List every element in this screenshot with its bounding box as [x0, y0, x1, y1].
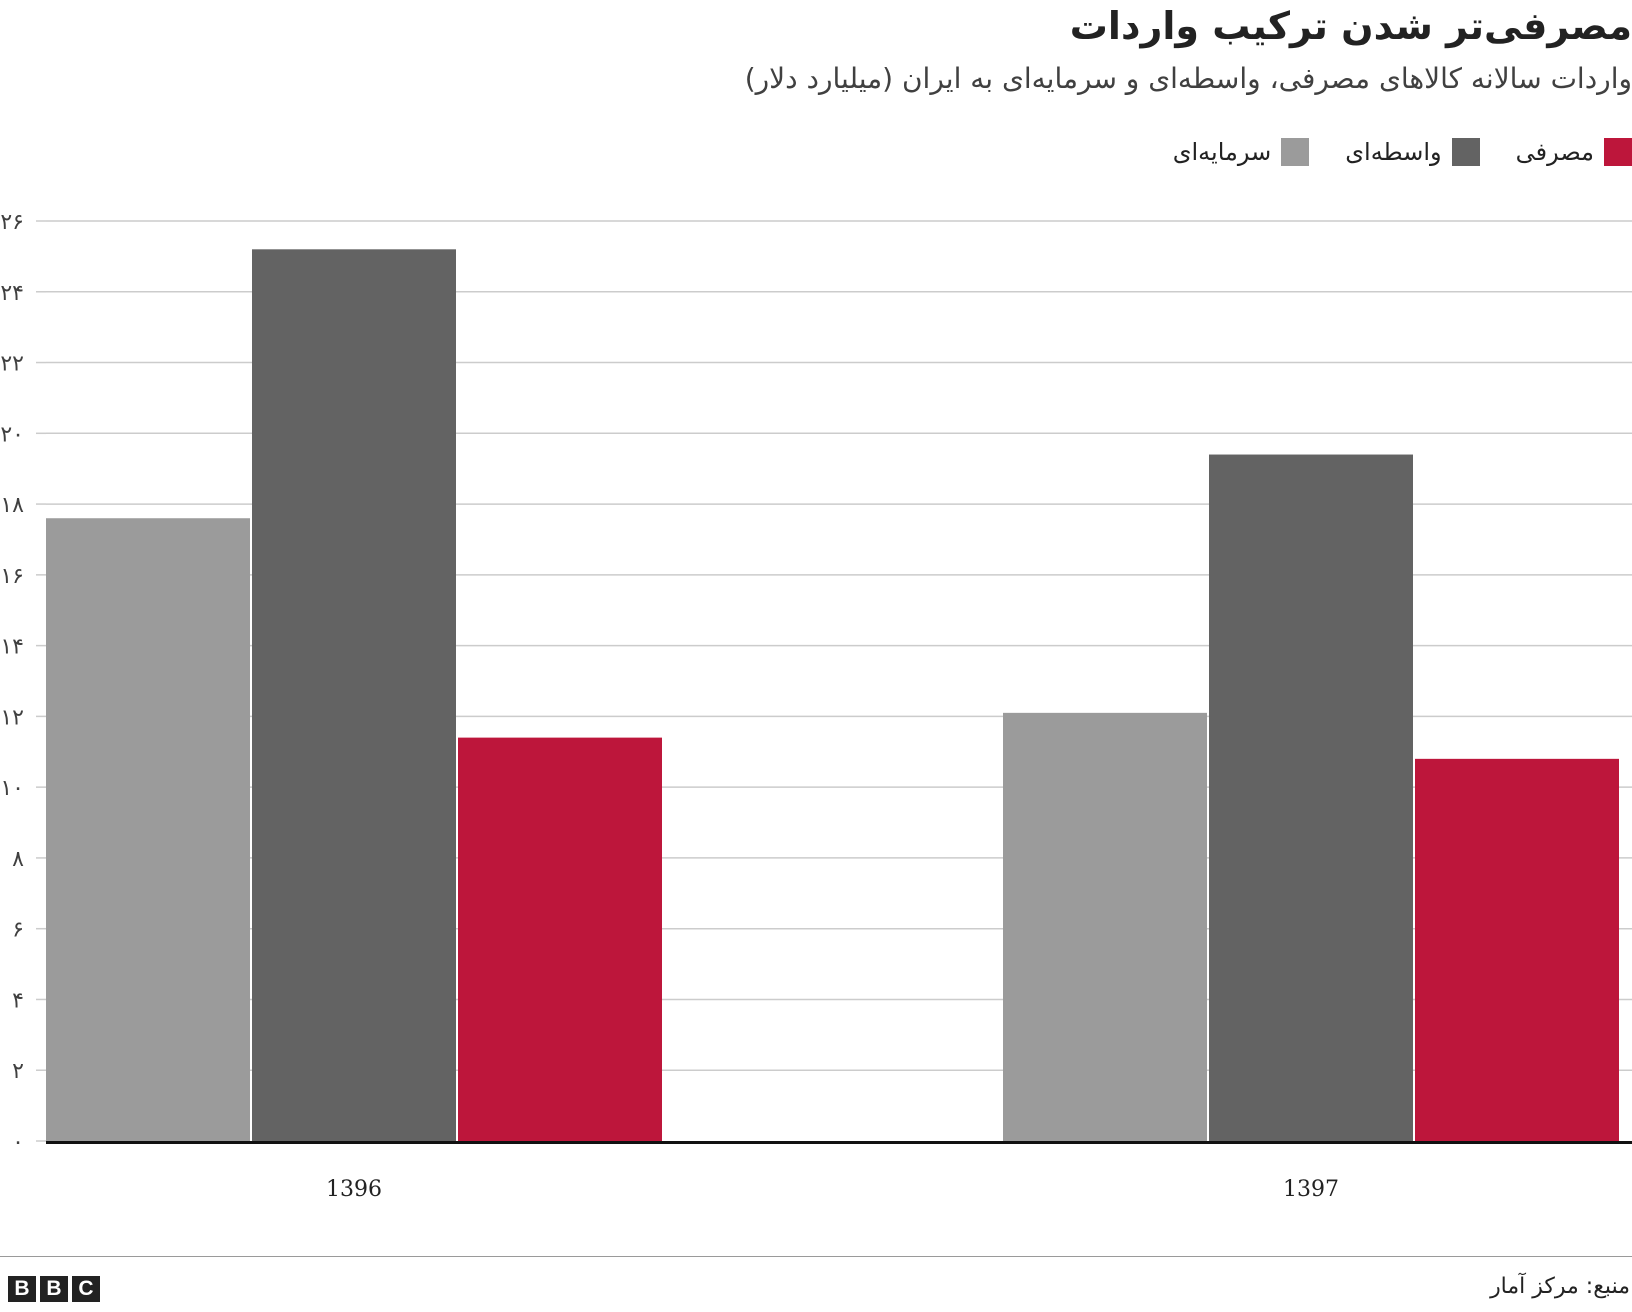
y-tick-label: ۱۰	[0, 776, 24, 801]
bar	[1209, 454, 1413, 1141]
legend-swatch-capital	[1281, 138, 1310, 166]
logo-letter: B	[8, 1276, 36, 1302]
bar	[1415, 758, 1619, 1141]
x-tick-label: 1396	[326, 1177, 382, 1202]
source-note: منبع: مرکز آمار	[1490, 1274, 1630, 1299]
y-tick-label: ۱۶	[0, 564, 24, 589]
y-tick-label: ۲۰	[0, 422, 24, 447]
legend-item-consumer: مصرفی	[1516, 138, 1632, 166]
logo-letter: C	[72, 1276, 100, 1302]
footer-divider	[0, 1256, 1632, 1257]
bar	[46, 518, 250, 1141]
legend-item-intermediate: واسطه‌ای	[1345, 138, 1480, 166]
y-tick-label: ۲۴	[0, 281, 24, 306]
legend: مصرفی واسطه‌ای سرمایه‌ای	[1137, 138, 1632, 166]
legend-swatch-consumer	[1604, 138, 1632, 166]
y-tick-label: ۸	[12, 847, 24, 872]
logo-letter: B	[40, 1276, 68, 1302]
chart-subtitle: واردات سالانه کالاهای مصرفی، واسطه‌ای و …	[744, 62, 1632, 95]
legend-label-intermediate: واسطه‌ای	[1345, 138, 1442, 166]
y-tick-label: ۱۲	[0, 705, 24, 730]
y-tick-label: ۱۴	[0, 635, 24, 660]
legend-label-consumer: مصرفی	[1515, 138, 1594, 166]
bbc-logo: B B C	[8, 1276, 104, 1302]
y-tick-label: ۲۲	[0, 352, 24, 377]
x-tick-label: 1397	[1283, 1177, 1339, 1202]
y-tick-label: ۴	[12, 988, 24, 1013]
y-tick-label: ۶	[12, 918, 24, 943]
legend-item-capital: سرمایه‌ای	[1173, 138, 1310, 166]
bar	[458, 737, 662, 1141]
legend-swatch-intermediate	[1451, 138, 1480, 166]
y-tick-label: ۰	[12, 1130, 24, 1155]
y-tick-label: ۲	[12, 1059, 24, 1084]
legend-label-capital: سرمایه‌ای	[1172, 138, 1272, 166]
bar	[252, 249, 456, 1142]
chart-title: مصرفی‌تر شدن ترکیب واردات	[1069, 4, 1632, 48]
bar	[1003, 712, 1207, 1141]
y-tick-label: ۱۸	[0, 493, 24, 518]
y-tick-label: ۲۶	[0, 210, 24, 235]
